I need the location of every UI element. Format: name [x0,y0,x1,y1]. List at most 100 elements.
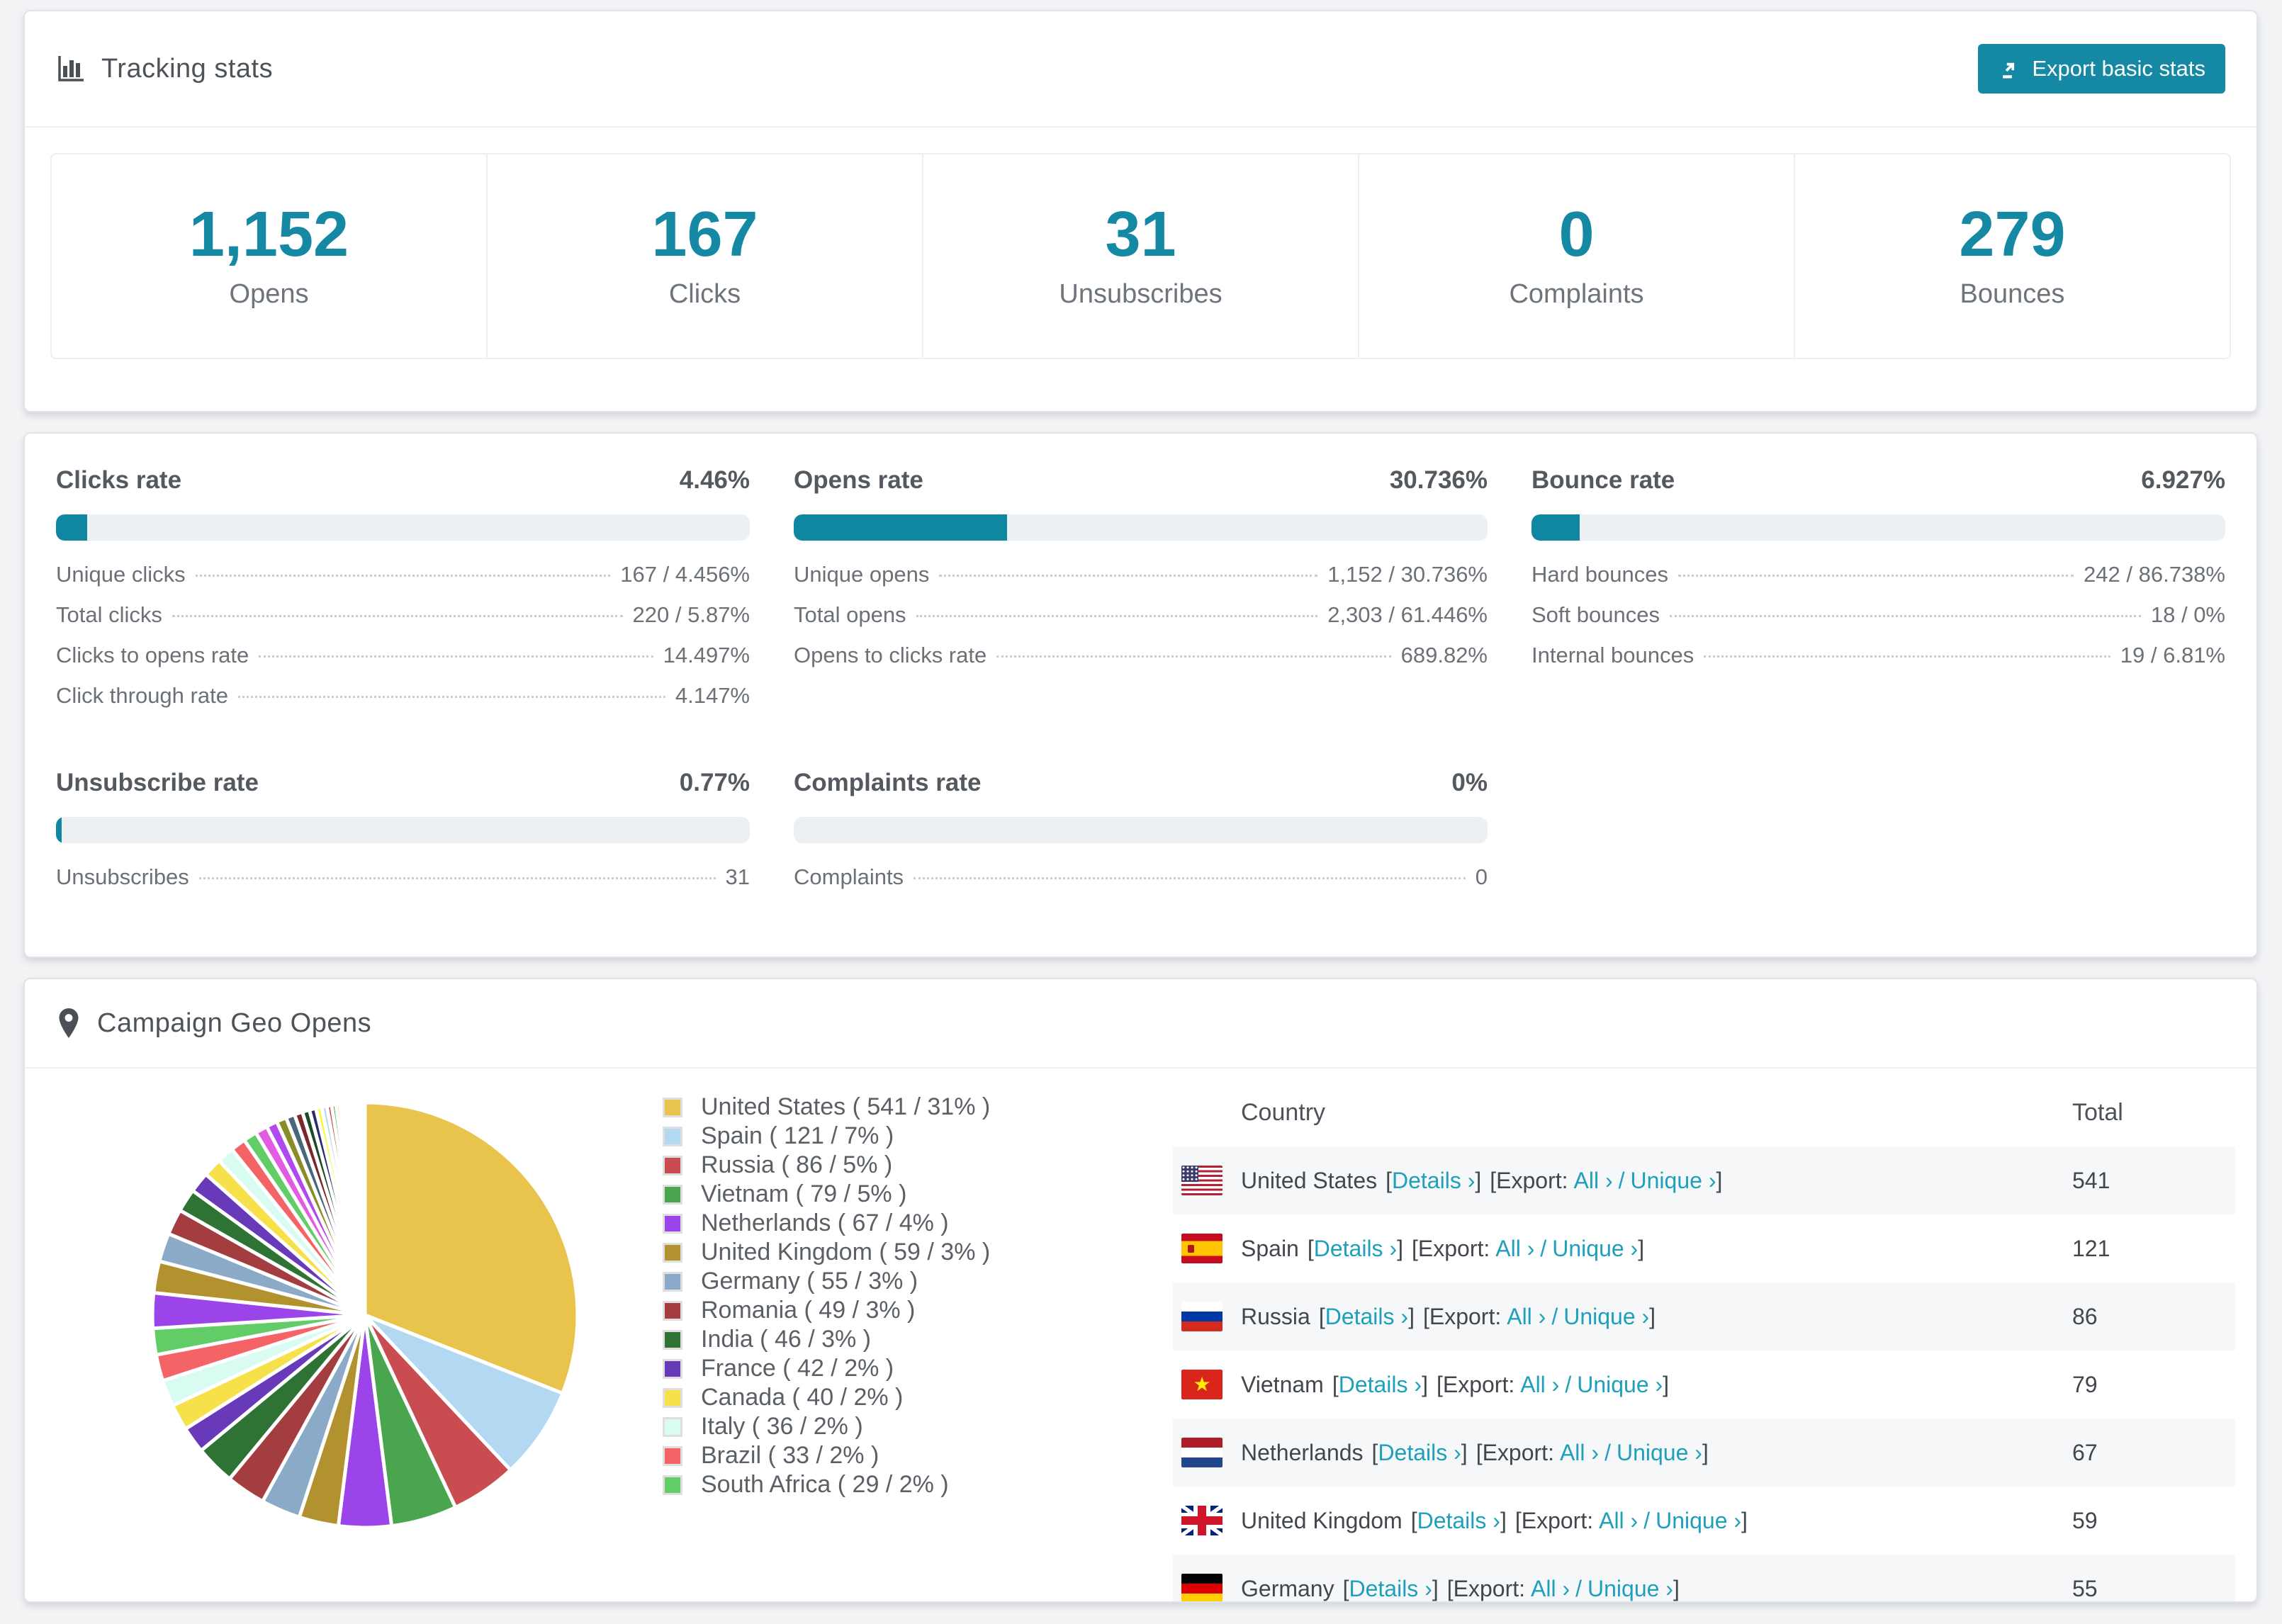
details-link[interactable]: Details › [1349,1575,1432,1601]
export-basic-stats-button[interactable]: Export basic stats [1978,44,2225,94]
total-cell: 67 [2072,1439,2098,1465]
legend-item: Netherlands ( 67 / 4% ) [663,1209,1173,1238]
export-all-link[interactable]: All › [1531,1575,1570,1601]
legend-label: France ( 42 / 2% ) [701,1355,894,1382]
export-all-link[interactable]: All › [1507,1303,1546,1329]
rate-panel-unsubscribe: Unsubscribe rate 0.77% Unsubscribes 31 [56,769,750,905]
bracket: ] [1673,1575,1680,1601]
stat-label: Complaints [1509,279,1644,309]
export-button-label: Export basic stats [2032,56,2205,81]
legend-item: Italy ( 36 / 2% ) [663,1412,1173,1441]
details-link[interactable]: Details › [1325,1303,1409,1329]
details-link[interactable]: Details › [1378,1439,1461,1465]
export-unique-link[interactable]: Unique › [1616,1439,1702,1465]
stat-value: 0 [1558,199,1595,270]
flag-germany-icon [1181,1574,1222,1601]
dotted-leader [939,575,1318,577]
rate-row-value: 19 / 6.81% [2120,643,2225,667]
export-all-link[interactable]: All › [1520,1371,1560,1397]
rate-value: 4.46% [679,466,750,494]
slash: / [1551,1303,1558,1329]
bracket: ] [1500,1507,1507,1533]
rate-row-value: 4.147% [675,683,750,708]
legend-swatch [663,1184,682,1205]
stat-label: Clicks [668,279,741,309]
rate-panel-clicks: Clicks rate 4.46% Unique clicks 167 / 4.… [56,466,750,723]
progress-fill [56,514,87,541]
page-title: Tracking stats [101,53,274,84]
table-row: United Kingdom [Details ›] [Export: All ›… [1173,1487,2235,1555]
rate-value: 0.77% [679,769,750,796]
export-all-link[interactable]: All › [1573,1167,1613,1193]
export-unique-link[interactable]: Unique › [1577,1371,1663,1397]
dotted-leader [172,615,623,617]
export-all-link[interactable]: All › [1495,1235,1535,1261]
bracket: ] [1432,1575,1439,1601]
dotted-leader [195,575,611,577]
details-link[interactable]: Details › [1338,1371,1422,1397]
bracket: [ [1332,1371,1339,1397]
rates-card: Clicks rate 4.46% Unique clicks 167 / 4.… [23,432,2258,958]
bracket: ] [1649,1303,1656,1329]
tracking-stats-header: Tracking stats Export basic stats [25,11,2256,128]
export-unique-link[interactable]: Unique › [1552,1235,1639,1261]
dotted-leader [237,696,665,698]
column-header-total: Total [2072,1098,2123,1126]
progress-bar [56,514,750,541]
rate-row-value: 689.82% [1400,643,1488,667]
bracket: [ [1514,1507,1522,1533]
rate-row-value: 14.497% [663,643,750,667]
country-name: Netherlands [1241,1439,1364,1465]
legend-item: India ( 46 / 3% ) [663,1325,1173,1354]
rate-row: Internal bounces 19 / 6.81% [1531,643,2225,683]
export-unique-link[interactable]: Unique › [1656,1507,1742,1533]
bracket: ] [1422,1371,1428,1397]
legend-item: Brazil ( 33 / 2% ) [663,1441,1173,1470]
rate-row-label: Click through rate [56,683,228,708]
legend-swatch [663,1213,682,1234]
legend-label: Spain ( 121 / 7% ) [701,1122,894,1149]
total-cell: 79 [2072,1371,2098,1397]
legend-item: Russia ( 86 / 5% ) [663,1151,1173,1180]
stat-box-bounces: 279 Bounces [1794,154,2230,358]
bracket: ] [1475,1167,1482,1193]
column-header-country: Country [1241,1098,1326,1126]
bracket: [ [1318,1303,1325,1329]
legend-item: France ( 42 / 2% ) [663,1354,1173,1383]
country-name: United States [1241,1167,1378,1193]
details-link[interactable]: Details › [1417,1507,1500,1533]
rate-panel-bounce: Bounce rate 6.927% Hard bounces 242 / 86… [1531,466,2225,723]
legend-item: Spain ( 121 / 7% ) [663,1122,1173,1151]
legend-swatch [663,1097,682,1117]
dotted-leader [916,615,1318,617]
rate-row-value: 2,303 / 61.446% [1327,602,1488,627]
legend-item: Canada ( 40 / 2% ) [663,1383,1173,1412]
geo-pie-chart[interactable] [131,1081,599,1549]
table-row: Netherlands [Details ›] [Export: All › / Un… [1173,1419,2235,1487]
bracket: [ [1386,1167,1392,1193]
legend-swatch [663,1358,682,1379]
country-name: Germany [1241,1575,1334,1601]
details-link[interactable]: Details › [1313,1235,1398,1261]
legend-item: Germany ( 55 / 3% ) [663,1267,1173,1296]
export-unique-link[interactable]: Unique › [1630,1167,1716,1193]
rate-title: Complaints rate [794,769,982,796]
rate-title: Opens rate [794,466,923,494]
export-unique-link[interactable]: Unique › [1587,1575,1673,1601]
export-unique-link[interactable]: Unique › [1563,1303,1650,1329]
rate-value: 6.927% [2141,466,2225,494]
export-all-link[interactable]: All › [1599,1507,1639,1533]
rate-value: 0% [1451,769,1488,796]
bar-chart-icon [56,54,86,84]
details-link[interactable]: Details › [1392,1167,1476,1193]
geo-legend: United States ( 541 / 31% ) Spain ( 121 … [663,1068,1173,1601]
legend-item: South Africa ( 29 / 2% ) [663,1470,1173,1499]
bracket: ] [1638,1235,1645,1261]
bracket: [ [1446,1575,1454,1601]
legend-label: Germany ( 55 / 3% ) [701,1268,918,1295]
flag-us-icon [1181,1166,1222,1195]
country-name: Russia [1241,1303,1310,1329]
legend-item: Romania ( 49 / 3% ) [663,1296,1173,1325]
slash: / [1565,1371,1572,1397]
export-all-link[interactable]: All › [1559,1439,1600,1465]
